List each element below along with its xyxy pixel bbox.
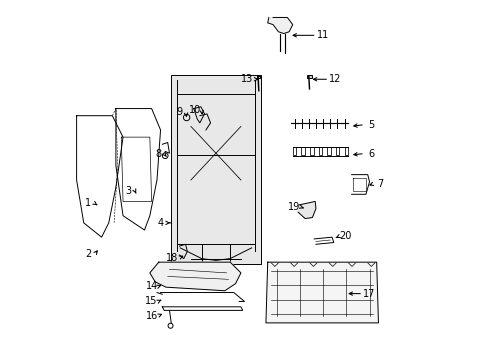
Bar bbox=[256, 76, 260, 78]
Text: 7: 7 bbox=[376, 179, 383, 189]
Text: 19: 19 bbox=[287, 202, 299, 212]
Text: 8: 8 bbox=[155, 149, 161, 159]
Text: 4: 4 bbox=[158, 218, 163, 228]
Text: 11: 11 bbox=[316, 30, 328, 40]
Text: 3: 3 bbox=[125, 186, 131, 196]
Text: 1: 1 bbox=[85, 198, 91, 208]
Bar bbox=[307, 75, 311, 78]
Text: 2: 2 bbox=[85, 249, 91, 259]
Polygon shape bbox=[267, 18, 292, 33]
Text: 15: 15 bbox=[145, 296, 158, 306]
Text: 14: 14 bbox=[145, 282, 158, 292]
Text: 6: 6 bbox=[367, 149, 374, 158]
Text: 16: 16 bbox=[145, 311, 158, 321]
Text: 5: 5 bbox=[367, 120, 374, 130]
Text: 20: 20 bbox=[338, 231, 351, 242]
Text: 12: 12 bbox=[329, 74, 341, 84]
Text: 13: 13 bbox=[241, 74, 253, 84]
Polygon shape bbox=[298, 202, 315, 219]
Polygon shape bbox=[149, 262, 241, 291]
Text: 18: 18 bbox=[166, 253, 178, 263]
Polygon shape bbox=[265, 262, 378, 323]
Polygon shape bbox=[171, 75, 260, 264]
Text: 17: 17 bbox=[363, 289, 375, 298]
Text: 9: 9 bbox=[176, 107, 182, 117]
Text: 10: 10 bbox=[189, 105, 201, 115]
